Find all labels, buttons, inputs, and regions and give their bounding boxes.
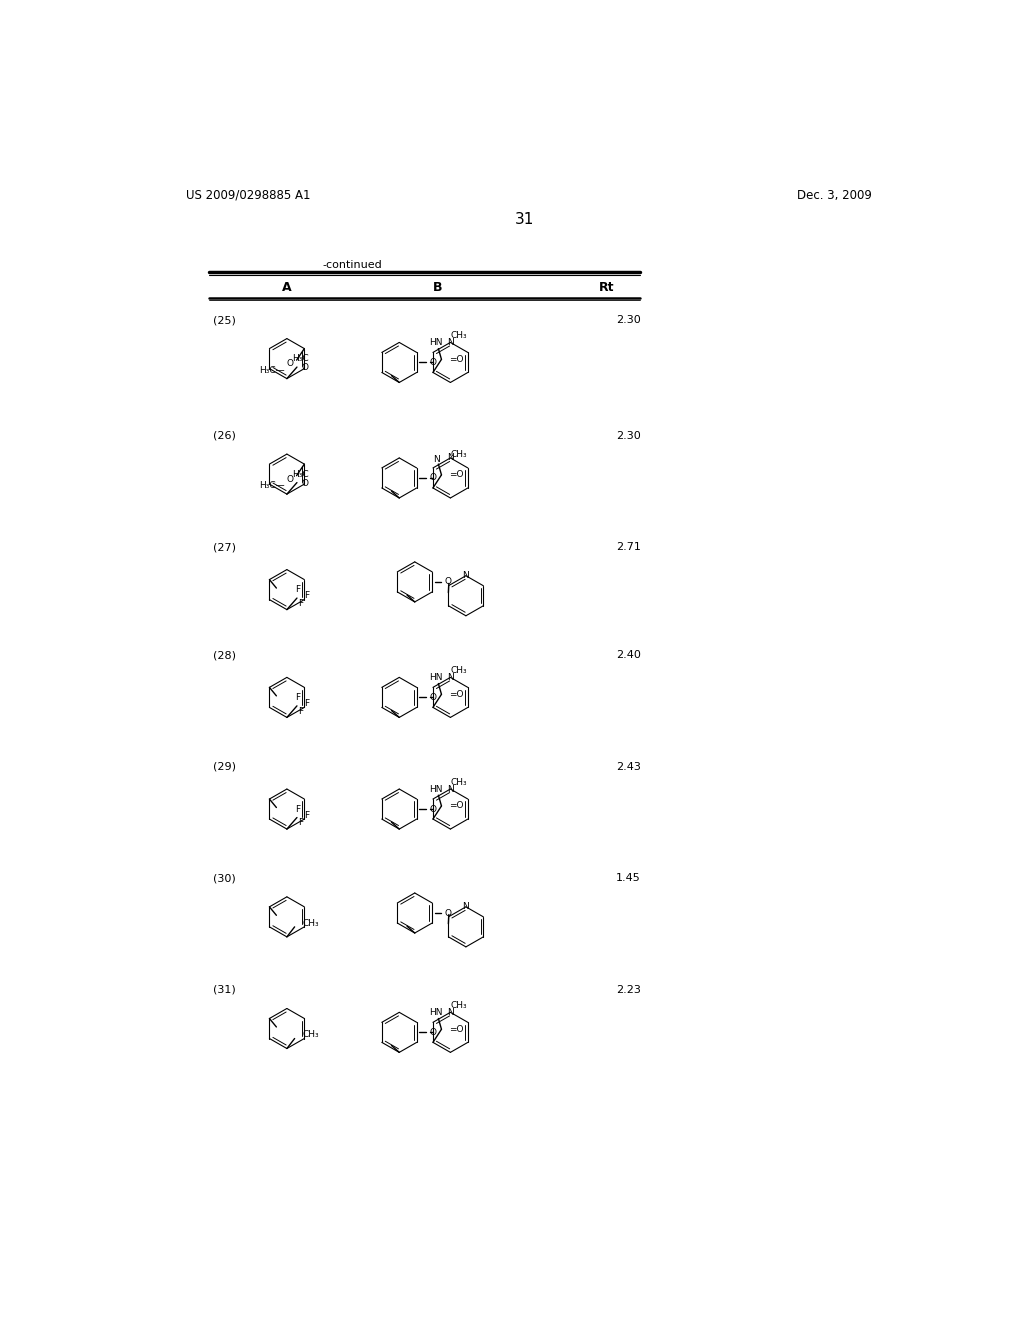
Text: =O: =O [450, 470, 464, 479]
Text: HN: HN [429, 784, 442, 793]
Text: O: O [287, 475, 294, 484]
Text: =O: =O [450, 801, 464, 810]
Text: 31: 31 [515, 213, 535, 227]
Text: HN: HN [429, 1008, 442, 1016]
Text: N: N [447, 784, 454, 793]
Text: =O: =O [450, 690, 464, 698]
Text: HN: HN [429, 673, 442, 682]
Text: F: F [299, 818, 304, 828]
Text: F: F [299, 599, 304, 609]
Text: H₃C—: H₃C— [259, 482, 285, 490]
Text: US 2009/0298885 A1: US 2009/0298885 A1 [186, 189, 310, 202]
Text: N: N [447, 338, 454, 347]
Text: O: O [429, 693, 436, 702]
Text: O: O [445, 577, 452, 586]
Text: F: F [304, 591, 309, 601]
Text: CH₃: CH₃ [451, 450, 467, 458]
Text: H₃C: H₃C [293, 354, 309, 363]
Text: Rt: Rt [599, 281, 614, 294]
Text: N: N [447, 673, 454, 682]
Text: F: F [304, 810, 309, 820]
Text: N: N [463, 903, 469, 911]
Text: F: F [304, 700, 309, 708]
Text: -continued: -continued [323, 260, 383, 269]
Text: A: A [282, 281, 292, 294]
Text: N: N [463, 572, 469, 581]
Text: O: O [301, 363, 308, 372]
Text: 1.45: 1.45 [616, 874, 641, 883]
Text: O: O [445, 908, 452, 917]
Text: =O: =O [450, 355, 464, 364]
Text: F: F [299, 706, 304, 715]
Text: Dec. 3, 2009: Dec. 3, 2009 [797, 189, 872, 202]
Text: CH₃: CH₃ [451, 331, 467, 341]
Text: CH₃: CH₃ [451, 777, 467, 787]
Text: (25): (25) [213, 315, 237, 325]
Text: F: F [295, 805, 300, 813]
Text: O: O [429, 358, 436, 367]
Text: CH₃: CH₃ [302, 919, 319, 928]
Text: O: O [429, 1028, 436, 1036]
Text: (28): (28) [213, 649, 237, 660]
Text: N: N [433, 455, 439, 463]
Text: 2.23: 2.23 [616, 985, 641, 995]
Text: 2.43: 2.43 [616, 762, 641, 772]
Text: HN: HN [429, 338, 442, 347]
Text: 2.71: 2.71 [616, 543, 641, 552]
Text: F: F [295, 585, 300, 594]
Text: CH₃: CH₃ [451, 1001, 467, 1010]
Text: O: O [301, 479, 308, 488]
Text: (30): (30) [213, 874, 236, 883]
Text: 2.40: 2.40 [616, 649, 641, 660]
Text: (26): (26) [213, 430, 237, 441]
Text: O: O [429, 474, 436, 482]
Text: CH₃: CH₃ [451, 667, 467, 675]
Text: 2.30: 2.30 [616, 315, 641, 325]
Text: 2.30: 2.30 [616, 430, 641, 441]
Text: (31): (31) [213, 985, 236, 995]
Text: (27): (27) [213, 543, 237, 552]
Text: =O: =O [450, 1024, 464, 1034]
Text: H₃C: H₃C [293, 470, 309, 479]
Text: N: N [447, 1008, 454, 1016]
Text: B: B [433, 281, 442, 294]
Text: (29): (29) [213, 762, 237, 772]
Text: F: F [295, 693, 300, 702]
Text: CH₃: CH₃ [302, 1030, 319, 1039]
Text: O: O [429, 805, 436, 813]
Text: O: O [287, 359, 294, 368]
Text: N: N [447, 454, 454, 462]
Text: H₃C—: H₃C— [259, 366, 285, 375]
